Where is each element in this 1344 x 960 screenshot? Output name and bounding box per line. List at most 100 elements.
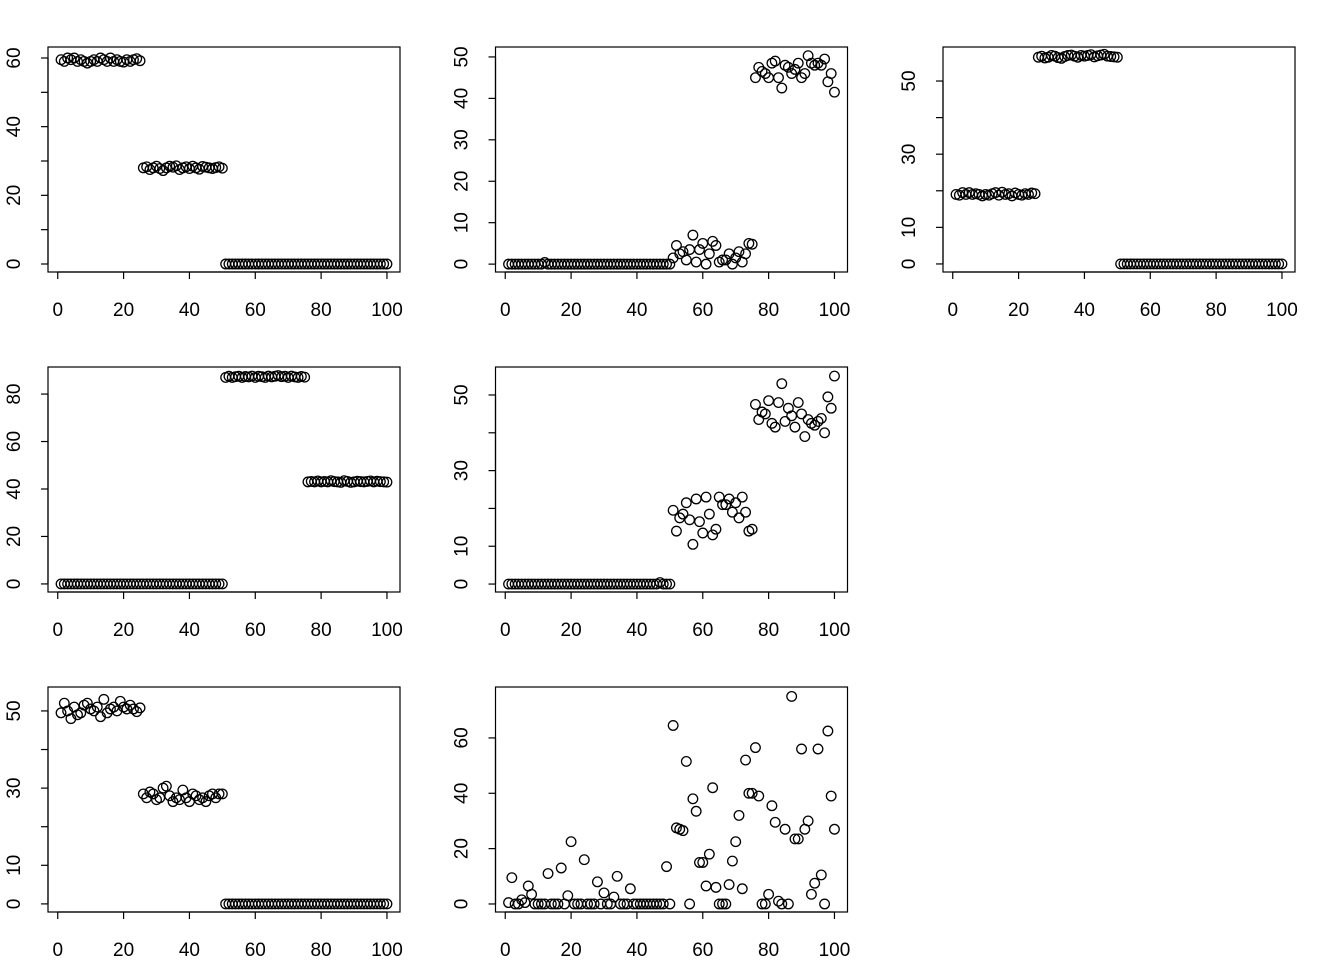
point [776,82,788,94]
plot-box [494,46,849,273]
point [707,529,719,541]
point [68,52,80,64]
point [374,898,386,910]
point [723,879,735,891]
point [789,63,801,75]
point [381,898,393,910]
point [526,888,538,900]
y-tick-label: 10 [452,212,473,233]
x-tick-label: 40 [626,300,647,321]
point [88,705,100,717]
point [160,780,172,792]
point [562,890,574,902]
point [687,793,699,805]
point [736,883,748,895]
point [374,258,386,270]
point [661,258,673,270]
x-tick-label: 20 [561,620,582,641]
x-tick-label: 100 [371,300,403,321]
x-tick-label: 40 [179,940,200,960]
point [763,395,775,407]
point [825,790,837,802]
point [670,525,682,537]
point [805,888,817,900]
y-tick-label: 80 [4,383,25,404]
x-tick-label: 60 [692,620,713,641]
point [104,52,116,64]
plot-box [47,46,401,273]
point [677,825,689,837]
point [667,720,679,731]
point [98,693,110,705]
plot-box [47,686,401,913]
y-tick-label: 10 [4,855,25,876]
point [750,398,761,410]
x-tick-label: 0 [52,300,63,321]
x-tick-label: 100 [1266,300,1298,321]
point [819,898,831,910]
point [664,898,676,910]
point [213,578,225,590]
x-tick-label: 20 [1008,300,1029,321]
point [684,514,696,526]
x-tick-label: 100 [819,300,851,321]
point [700,880,712,892]
point [164,790,176,802]
panel: 0 20 40 60 80 100 0 20 40 60 [452,686,851,960]
y-tick-label: 20 [452,171,473,192]
x-tick-label: 20 [113,620,134,641]
point [726,506,738,518]
point [1111,51,1123,63]
point [782,61,794,73]
x-tick-label: 40 [626,940,647,960]
x-tick-label: 60 [692,940,713,960]
point [657,578,669,590]
point [190,790,202,802]
point [802,815,814,827]
point [766,800,778,812]
point [815,59,827,71]
panel: 0 20 40 60 80 100 0 10 30 50 [4,686,403,960]
x-tick-label: 80 [311,620,332,641]
point [664,578,676,590]
point [374,476,386,488]
point [697,527,709,539]
point [174,794,186,806]
point [378,258,390,270]
point [746,523,758,535]
point [789,421,801,433]
plot-box [494,366,849,593]
point [812,416,824,427]
point [588,898,600,910]
point [829,823,840,835]
x-tick-label: 20 [113,300,134,321]
panel: 0 20 40 60 80 100 0 10 20 30 40 50 [452,46,851,321]
point [720,898,732,910]
point [779,416,791,427]
point [750,742,761,754]
point [776,378,788,390]
point [684,244,696,256]
x-tick-label: 0 [500,620,511,641]
point [687,229,699,241]
x-tick-label: 0 [500,300,511,321]
point [378,898,390,910]
x-tick-label: 80 [758,620,779,641]
point [81,697,93,709]
y-tick-label: 0 [452,579,473,590]
point [776,898,788,910]
point [819,427,831,439]
y-tick-label: 40 [4,116,25,137]
point [210,578,222,590]
point [114,695,126,707]
point [381,476,393,488]
y-tick-label: 30 [452,460,473,481]
point [1105,51,1117,62]
point [128,703,139,715]
point [756,898,768,910]
point [694,244,705,256]
point [730,497,742,509]
x-tick-label: 100 [819,940,851,960]
x-tick-label: 40 [626,620,647,641]
point [213,788,225,800]
